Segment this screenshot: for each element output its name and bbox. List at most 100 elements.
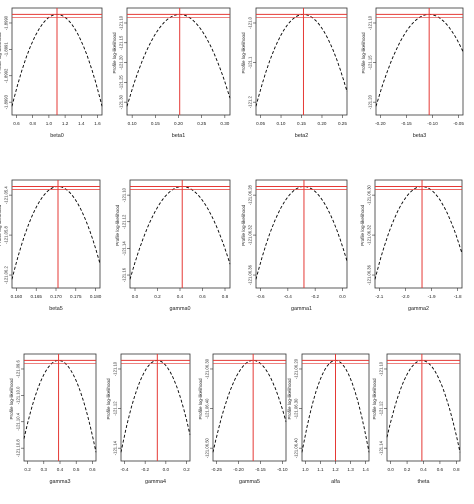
panel-gamma4: -0.4 -0.2 0.0 0.2 -121.14 -121.12 -121.10 gamma…: [106, 353, 191, 485]
plot-frame: [11, 179, 101, 289]
x-tick-label: 0.6: [199, 294, 206, 299]
x-tick-label: 0.6: [437, 467, 444, 472]
y-tick-label: -121.12: [379, 401, 384, 416]
x-tick-label: -0.10: [277, 467, 288, 472]
y-tick-label: -1.8993: [4, 94, 9, 109]
plot-frame: [120, 353, 191, 462]
x-tick-label: 0.6: [89, 467, 96, 472]
y-tick-label: -121.10: [368, 15, 373, 30]
x-tick-label: -1.9: [428, 294, 436, 299]
x-tick-label: -0.25: [211, 467, 222, 472]
x-tick-label: 0.0: [132, 294, 139, 299]
y-axis-label: Profile log-likelihood: [287, 378, 292, 420]
y-tick-label: -121.10: [119, 15, 124, 30]
x-tick-label: -0.05: [453, 121, 464, 126]
y-tick-label: -121.12: [113, 401, 118, 416]
x-tick-label: -0.10: [427, 121, 438, 126]
panel-beta5: 0.160 0.165 0.170 0.175 0.180 -121.06.2 -121.0…: [0, 179, 102, 312]
y-tick-label: -121.10.4: [16, 412, 21, 430]
y-tick-label: -121.15: [368, 55, 373, 70]
y-tick-label: -121.30: [119, 94, 124, 109]
y-axis-label: Profile log-likelihood: [372, 378, 377, 420]
y-tick-label: -121.06.50: [205, 437, 210, 458]
y-axis-label: Profile log-likelihood: [9, 378, 14, 420]
y-tick-label: -121.06.36: [248, 264, 253, 285]
y-axis-label: Profile log-likelihood: [241, 32, 246, 74]
panel-gamma1: -0.6 -0.4 -0.2 0.0 -121.06.36 -121.06.32 -121.…: [241, 179, 348, 312]
x-tick-label: 0.25: [197, 121, 206, 126]
y-tick-label: -1.8991: [4, 42, 9, 57]
x-tick-label: 0.30: [220, 121, 229, 126]
panel-gamma2: -2.1 -2.0 -1.9 -1.8 -121.06.36 -121.06.32 -121…: [360, 179, 463, 312]
plot-frame: [255, 7, 348, 116]
x-tick-label: 1.2: [332, 467, 339, 472]
profile-curve: [212, 359, 287, 453]
plot-frame: [129, 179, 231, 289]
y-tick-label: -1.8992: [4, 68, 9, 83]
profile-curve: [129, 186, 231, 280]
y-tick-label: -121.12: [122, 214, 127, 229]
y-tick-label: -121.06.30: [294, 398, 299, 419]
x-tick-label: 0.20: [174, 121, 183, 126]
profile-curve: [374, 186, 463, 280]
x-axis-label: beta3: [413, 133, 427, 139]
plot-frame: [255, 179, 348, 289]
x-tick-label: 0.2: [183, 467, 190, 472]
x-tick-label: 0.8: [453, 467, 460, 472]
plot-frame: [386, 353, 461, 462]
y-tick-label: -121.0: [248, 16, 253, 29]
y-tick-label: -121.2: [248, 96, 253, 109]
x-tick-label: -1.8: [454, 294, 462, 299]
x-tick-label: -0.4: [284, 294, 292, 299]
x-tick-label: 0.8: [222, 294, 229, 299]
x-tick-label: 0.170: [50, 294, 62, 299]
x-tick-label: 0.10: [277, 121, 286, 126]
x-tick-label: 0.3: [41, 467, 48, 472]
x-tick-label: -0.2: [311, 294, 319, 299]
y-tick-label: -121.09.6: [16, 359, 21, 377]
y-axis-label: Profile log-likelihood: [0, 32, 2, 74]
x-tick-label: 0.5: [73, 467, 80, 472]
x-tick-label: 0.4: [177, 294, 184, 299]
x-axis-label: gamma1: [291, 306, 312, 312]
y-tick-label: -121.06.40: [294, 437, 299, 458]
y-tick-label: -121.1: [248, 56, 253, 69]
x-tick-label: 0.6: [13, 121, 20, 126]
x-tick-label: -0.20: [375, 121, 386, 126]
x-tick-label: 1.6: [94, 121, 101, 126]
x-axis-label: theta: [418, 479, 430, 485]
x-tick-label: 1.3: [347, 467, 354, 472]
x-tick-label: 0.175: [70, 294, 82, 299]
y-tick-label: -121.06.32: [248, 224, 253, 245]
y-tick-label: -121.06.2: [4, 266, 9, 284]
x-axis-label: gamma4: [145, 479, 166, 485]
x-axis-label: gamma5: [239, 479, 260, 485]
x-tick-label: 0.180: [90, 294, 102, 299]
x-tick-label: -2.1: [375, 294, 383, 299]
x-tick-label: -0.4: [120, 467, 128, 472]
y-tick-label: -121.06.36: [367, 264, 372, 285]
plot-frame: [23, 353, 97, 462]
x-tick-label: 0.4: [57, 467, 64, 472]
y-axis-label: Profile log-likelihood: [0, 204, 2, 246]
y-tick-label: -121.10: [379, 361, 384, 376]
y-tick-label: -121.25: [119, 75, 124, 90]
y-tick-label: -121.06.32: [367, 224, 372, 245]
plot-frame: [375, 7, 464, 116]
x-tick-label: 0.0: [339, 294, 346, 299]
y-tick-label: -121.20: [368, 94, 373, 109]
y-tick-label: -121.05.8: [4, 226, 9, 244]
x-tick-label: 0.05: [256, 121, 265, 126]
x-tick-label: 1.0: [302, 467, 309, 472]
panel-beta2: 0.05 0.10 0.15 0.20 0.25 -121.2 -121.1 -121.0 be…: [241, 7, 348, 139]
x-tick-label: 1.4: [362, 467, 369, 472]
x-tick-label: 0.160: [11, 294, 23, 299]
x-tick-label: 0.165: [30, 294, 42, 299]
y-axis-label: Profile log-likelihood: [112, 32, 117, 74]
panel-gamma5: -0.25 -0.20 -0.15 -0.10 -121.06.50 -121.06.40…: [198, 353, 288, 485]
x-tick-label: 1.4: [78, 121, 85, 126]
x-axis-label: beta1: [172, 133, 186, 139]
y-tick-label: -121.10: [122, 187, 127, 202]
y-tick-label: -121.20: [119, 55, 124, 70]
